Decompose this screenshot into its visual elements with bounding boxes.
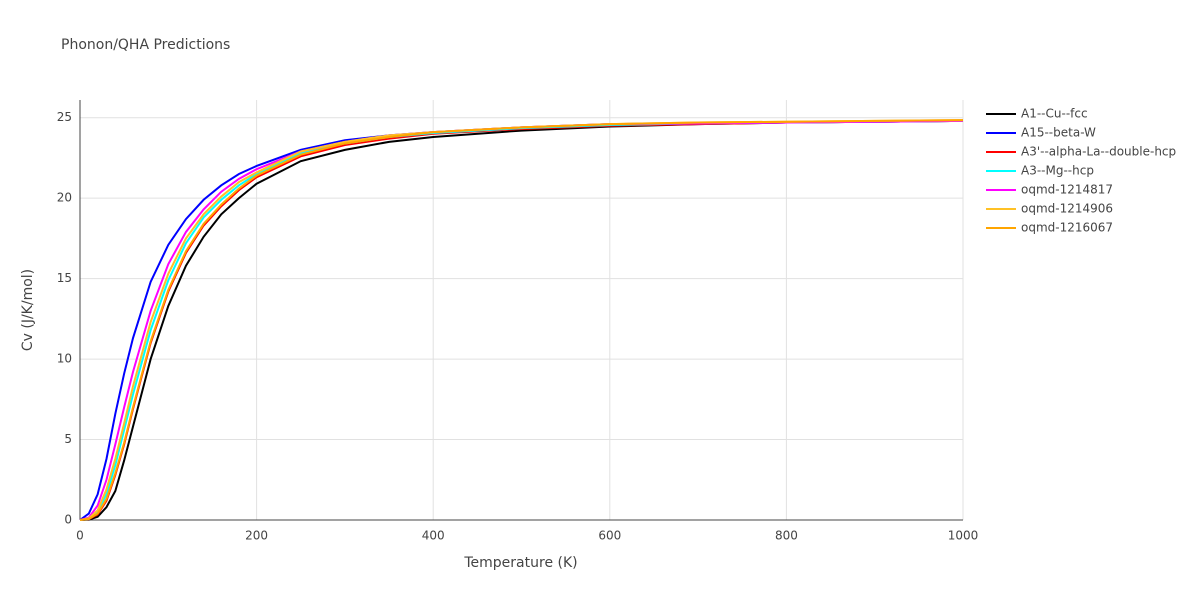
y-axis-title: Cv (J/K/mol) xyxy=(20,269,36,351)
y-tick-label: 25 xyxy=(57,110,72,124)
x-axis-title: Temperature (K) xyxy=(463,555,577,571)
y-tick-label: 0 xyxy=(64,513,72,527)
y-tick-label: 15 xyxy=(57,271,72,285)
line-series xyxy=(79,119,964,521)
legend-label: A3--Mg--hcp xyxy=(1021,164,1094,178)
line-series xyxy=(79,119,964,521)
y-tick-label: 5 xyxy=(64,432,72,446)
x-tick-label: 600 xyxy=(598,529,621,543)
legend-label: oqmd-1216067 xyxy=(1021,221,1113,235)
x-tick-label: 800 xyxy=(775,529,798,543)
legend-label: A1--Cu--fcc xyxy=(1021,107,1088,121)
line-series xyxy=(79,119,964,521)
line-series xyxy=(79,119,964,521)
y-tick-label: 20 xyxy=(57,191,72,205)
legend-label: A15--beta-W xyxy=(1021,126,1096,140)
x-tick-label: 0 xyxy=(76,529,84,543)
legend-label: oqmd-1214906 xyxy=(1021,202,1113,216)
legend-label: A3'--alpha-La--double-hcp xyxy=(1021,145,1176,159)
x-tick-label: 400 xyxy=(422,529,445,543)
line-series xyxy=(79,119,964,521)
chart-title: Phonon/QHA Predictions xyxy=(61,37,230,53)
line-series xyxy=(79,119,964,521)
y-tick-label: 10 xyxy=(57,352,72,366)
x-tick-label: 200 xyxy=(245,529,268,543)
x-tick-label: 1000 xyxy=(948,529,979,543)
line-series xyxy=(79,119,964,521)
legend-label: oqmd-1214817 xyxy=(1021,183,1113,197)
